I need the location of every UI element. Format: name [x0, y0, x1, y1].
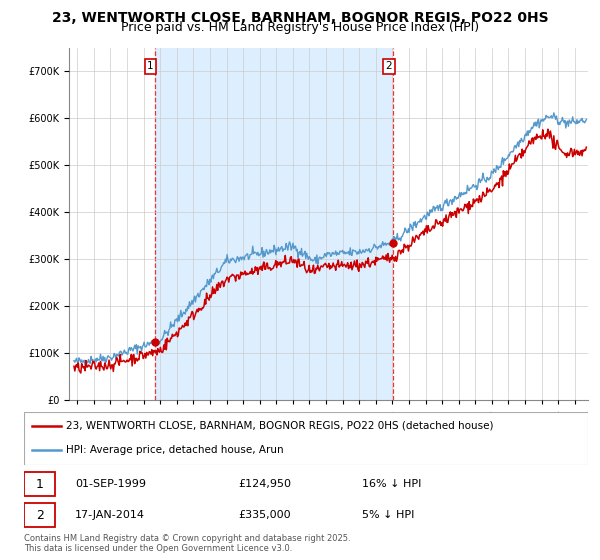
Text: £124,950: £124,950 [238, 479, 292, 489]
Text: 2: 2 [386, 62, 392, 72]
Text: 16% ↓ HPI: 16% ↓ HPI [362, 479, 422, 489]
Text: 1: 1 [147, 62, 154, 72]
Text: Price paid vs. HM Land Registry's House Price Index (HPI): Price paid vs. HM Land Registry's House … [121, 21, 479, 34]
FancyBboxPatch shape [24, 412, 588, 465]
Text: 23, WENTWORTH CLOSE, BARNHAM, BOGNOR REGIS, PO22 0HS: 23, WENTWORTH CLOSE, BARNHAM, BOGNOR REG… [52, 11, 548, 25]
FancyBboxPatch shape [24, 472, 55, 496]
Text: 5% ↓ HPI: 5% ↓ HPI [362, 510, 415, 520]
Text: 01-SEP-1999: 01-SEP-1999 [75, 479, 146, 489]
Bar [155, 48, 393, 400]
Text: HPI: Average price, detached house, Arun: HPI: Average price, detached house, Arun [66, 445, 284, 455]
Text: £335,000: £335,000 [238, 510, 291, 520]
FancyBboxPatch shape [24, 503, 55, 528]
Text: 17-JAN-2014: 17-JAN-2014 [75, 510, 145, 520]
Text: 2: 2 [36, 509, 44, 522]
Text: Contains HM Land Registry data © Crown copyright and database right 2025.
This d: Contains HM Land Registry data © Crown c… [24, 534, 350, 553]
Text: 1: 1 [36, 478, 44, 491]
Text: 23, WENTWORTH CLOSE, BARNHAM, BOGNOR REGIS, PO22 0HS (detached house): 23, WENTWORTH CLOSE, BARNHAM, BOGNOR REG… [66, 421, 494, 431]
